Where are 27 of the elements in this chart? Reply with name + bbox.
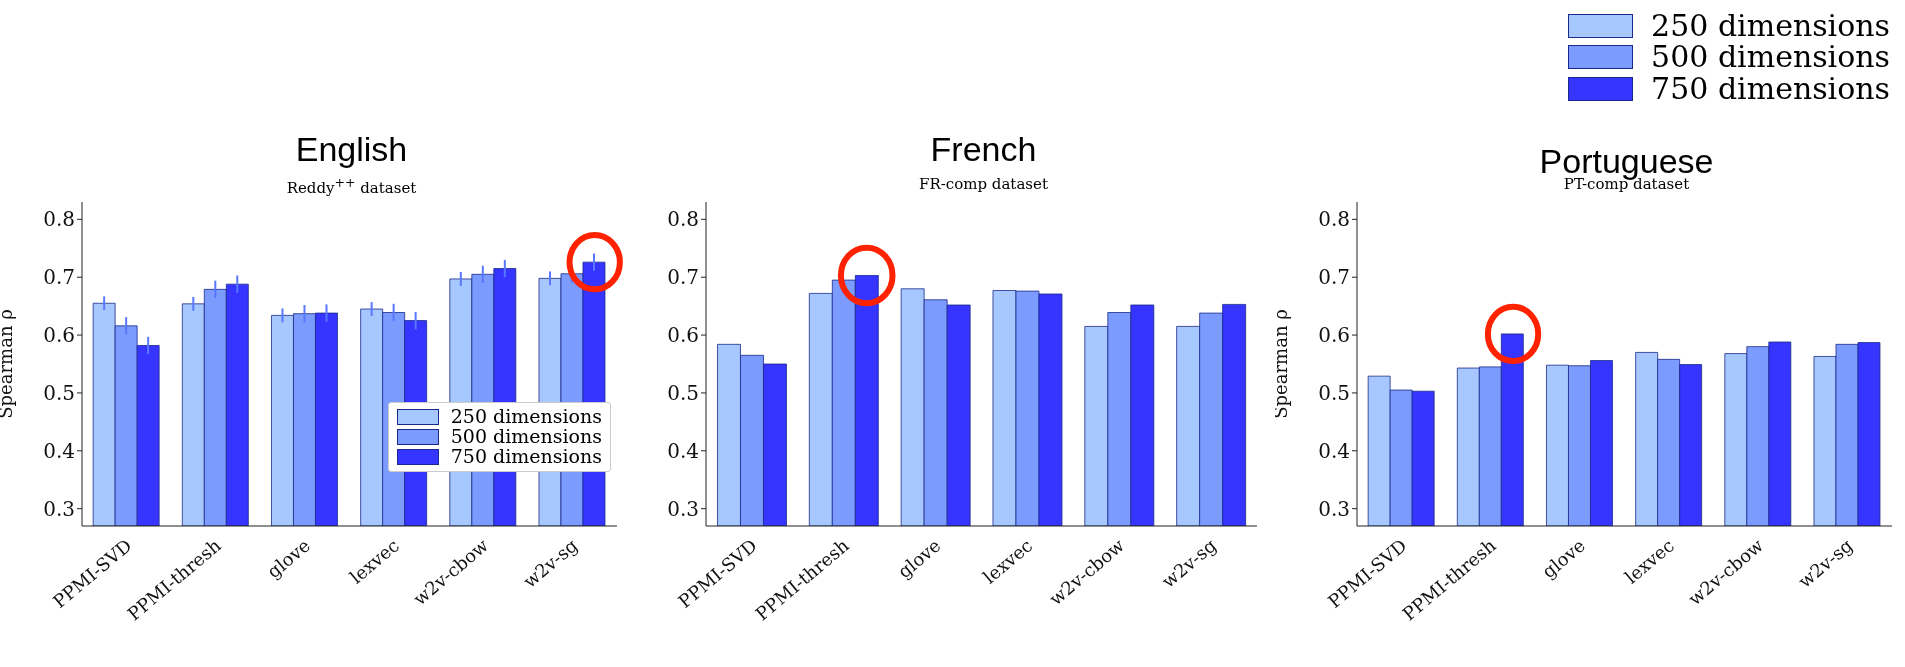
chart-title: English — [294, 130, 409, 169]
chart-subtitle: FR-comp dataset — [918, 175, 1049, 193]
y-tick-label: 0.8 — [667, 207, 699, 232]
y-tick-label: 0.3 — [667, 496, 699, 521]
y-tick-label: 0.4 — [667, 438, 699, 463]
y-tick-label: 0.6 — [667, 323, 699, 348]
y-axis-title: Spearman ρ — [1270, 309, 1292, 419]
y-tick-label: 0.7 — [667, 265, 699, 290]
chart-subtitle: Reddy$^{++}$ dataset — [285, 175, 418, 197]
y-tick-label: 0.5 — [43, 381, 75, 406]
legend-label: 250 dimensions — [450, 405, 602, 428]
y-tick-label: 0.4 — [1318, 438, 1350, 463]
y-tick-label: 0.3 — [1318, 496, 1350, 521]
y-tick-label: 0.6 — [1318, 323, 1350, 348]
chart-title: French — [929, 130, 1038, 169]
y-axis-title: Spearman ρ — [0, 309, 17, 419]
y-tick-label: 0.3 — [43, 496, 75, 521]
y-tick-label: 0.5 — [1318, 381, 1350, 406]
legend-label: 750 dimensions — [450, 445, 602, 468]
y-tick-label: 0.6 — [43, 323, 75, 348]
y-tick-label: 0.5 — [667, 381, 699, 406]
y-tick-label: 0.7 — [1318, 265, 1350, 290]
y-tick-label: 0.8 — [43, 207, 75, 232]
legend-label: 500 dimensions — [450, 425, 602, 448]
y-tick-label: 0.8 — [1318, 207, 1350, 232]
y-tick-label: 0.7 — [43, 265, 75, 290]
y-tick-label: 0.4 — [43, 438, 75, 463]
